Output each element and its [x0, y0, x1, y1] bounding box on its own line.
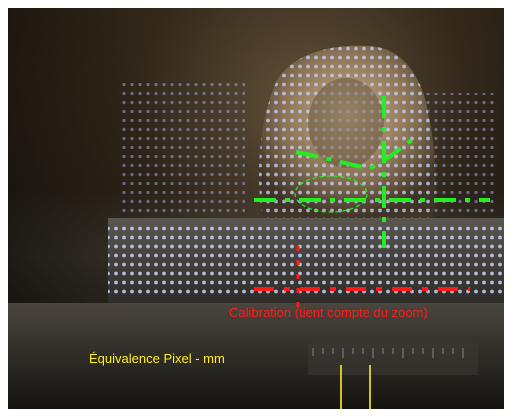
camera-image	[8, 8, 504, 409]
pixel-equivalence-label: Équivalence Pixel - mm	[89, 351, 225, 366]
detection-overlay	[254, 96, 490, 248]
dental-mold	[258, 45, 436, 218]
scene-graphics	[8, 45, 504, 409]
pixel-equivalence-markers	[340, 365, 371, 409]
base-plate-dots	[108, 223, 504, 298]
projected-dot-pattern	[120, 83, 498, 218]
calibration-label: Calibration (tient compte du zoom)	[229, 305, 428, 320]
calibration-overlay	[254, 246, 470, 310]
ruler	[308, 343, 478, 375]
